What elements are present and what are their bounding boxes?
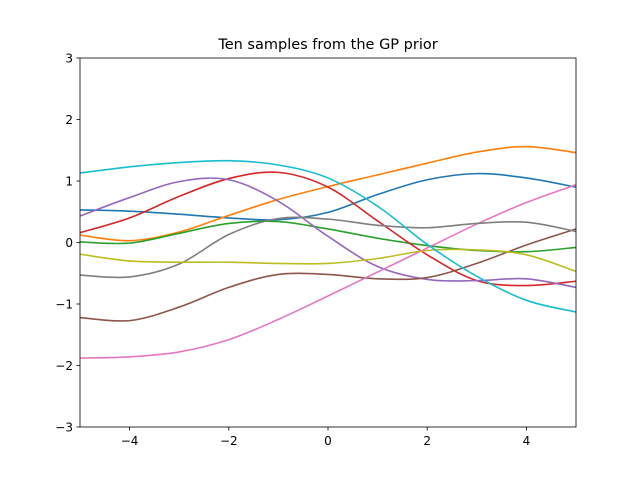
y-tick-label: −3 xyxy=(55,421,73,435)
plot-frame xyxy=(79,57,577,428)
y-tick-label: −1 xyxy=(55,298,73,312)
x-tick-label: 0 xyxy=(324,434,332,448)
series-line-8 xyxy=(80,216,576,279)
x-tick-label: −4 xyxy=(121,434,139,448)
series-line-1 xyxy=(80,172,576,221)
y-tick-label: −2 xyxy=(55,359,73,373)
x-tick-label: −2 xyxy=(220,434,238,448)
series-line-9 xyxy=(80,248,576,273)
y-tick-label: 2 xyxy=(65,113,73,127)
y-tick-label: 1 xyxy=(65,175,73,189)
series-layer xyxy=(80,145,576,359)
x-tick-label: 2 xyxy=(423,434,431,448)
plot-background xyxy=(80,58,576,427)
chart-title: Ten samples from the GP prior xyxy=(217,37,437,53)
series-line-6 xyxy=(80,228,576,322)
series-line-7 xyxy=(80,183,576,359)
series-line-5 xyxy=(80,177,576,289)
y-tick-label: 3 xyxy=(65,52,73,66)
axis-layer: −4 −2 0 2 4 −3 −2 −1 0 1 2 3 xyxy=(55,52,530,449)
series-line-10 xyxy=(80,159,576,313)
plot-area xyxy=(80,58,576,427)
y-tick-label: 0 xyxy=(65,236,73,250)
x-tick-label: 4 xyxy=(523,434,531,448)
